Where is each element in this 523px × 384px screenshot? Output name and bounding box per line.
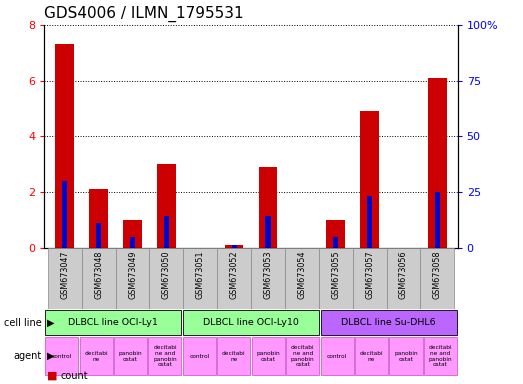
Text: GSM673054: GSM673054 xyxy=(298,251,306,299)
Bar xyxy=(116,248,150,309)
Text: decitabi
ne: decitabi ne xyxy=(360,351,383,362)
Bar xyxy=(326,220,345,248)
Text: GSM673050: GSM673050 xyxy=(162,251,171,299)
Bar xyxy=(183,310,319,335)
Text: control: control xyxy=(189,354,210,359)
Bar xyxy=(333,237,338,248)
Text: panobin
ostat: panobin ostat xyxy=(119,351,142,362)
Bar xyxy=(114,337,147,375)
Text: GSM673047: GSM673047 xyxy=(60,251,69,299)
Text: DLBCL line OCI-Ly10: DLBCL line OCI-Ly10 xyxy=(203,318,299,327)
Text: count: count xyxy=(60,371,88,381)
Bar xyxy=(183,337,216,375)
Bar xyxy=(150,248,183,309)
Text: cell line: cell line xyxy=(4,318,42,328)
Text: GSM673053: GSM673053 xyxy=(264,251,272,299)
Text: GSM673055: GSM673055 xyxy=(331,251,340,300)
Text: GSM673051: GSM673051 xyxy=(196,251,204,299)
Bar xyxy=(130,237,135,248)
Bar xyxy=(251,248,285,309)
Text: GSM673057: GSM673057 xyxy=(365,251,374,300)
Bar xyxy=(45,337,78,375)
Bar xyxy=(420,248,454,309)
Text: panobin
ostat: panobin ostat xyxy=(256,351,280,362)
Bar xyxy=(355,337,388,375)
Text: GSM673048: GSM673048 xyxy=(94,251,103,299)
Text: GSM673049: GSM673049 xyxy=(128,251,137,299)
Bar xyxy=(285,248,319,309)
Text: agent: agent xyxy=(14,351,42,361)
Bar xyxy=(266,217,270,248)
Bar xyxy=(321,337,354,375)
Bar xyxy=(123,220,142,248)
Bar xyxy=(286,337,319,375)
Text: decitabi
ne and
panobin
ostat: decitabi ne and panobin ostat xyxy=(428,345,452,367)
Text: ■: ■ xyxy=(47,371,58,381)
Bar xyxy=(45,310,181,335)
Text: GSM673058: GSM673058 xyxy=(433,251,442,299)
Text: DLBCL line OCI-Ly1: DLBCL line OCI-Ly1 xyxy=(69,318,158,327)
Bar xyxy=(259,167,277,248)
Text: control: control xyxy=(327,354,347,359)
Text: decitabi
ne: decitabi ne xyxy=(84,351,108,362)
Bar xyxy=(252,337,285,375)
Bar xyxy=(82,248,116,309)
Text: decitabi
ne and
panobin
ostat: decitabi ne and panobin ostat xyxy=(291,345,314,367)
Bar xyxy=(232,245,236,248)
Bar xyxy=(360,111,379,248)
Bar xyxy=(149,337,181,375)
Bar xyxy=(183,248,217,309)
Bar xyxy=(319,248,353,309)
Bar xyxy=(48,248,82,309)
Bar xyxy=(435,192,440,248)
Text: ▶: ▶ xyxy=(47,351,54,361)
Bar xyxy=(424,337,457,375)
Text: DLBCL line Su-DHL6: DLBCL line Su-DHL6 xyxy=(342,318,436,327)
Bar xyxy=(62,181,67,248)
Text: control: control xyxy=(52,354,72,359)
Bar xyxy=(164,217,169,248)
Bar xyxy=(321,310,457,335)
Bar xyxy=(367,197,372,248)
Bar xyxy=(89,189,108,248)
Bar xyxy=(225,245,243,248)
Bar xyxy=(157,164,176,248)
Text: decitabi
ne and
panobin
ostat: decitabi ne and panobin ostat xyxy=(153,345,177,367)
Bar xyxy=(428,78,447,248)
Text: GDS4006 / ILMN_1795531: GDS4006 / ILMN_1795531 xyxy=(44,6,244,22)
Text: panobin
ostat: panobin ostat xyxy=(394,351,418,362)
Bar xyxy=(353,248,386,309)
Bar xyxy=(55,45,74,248)
Bar xyxy=(390,337,423,375)
Text: GSM673056: GSM673056 xyxy=(399,251,408,299)
Text: decitabi
ne: decitabi ne xyxy=(222,351,246,362)
Bar xyxy=(217,337,251,375)
Text: GSM673052: GSM673052 xyxy=(230,251,238,300)
Bar xyxy=(217,248,251,309)
Bar xyxy=(96,223,101,248)
Bar xyxy=(386,248,420,309)
Text: ▶: ▶ xyxy=(47,318,54,328)
Bar xyxy=(79,337,112,375)
